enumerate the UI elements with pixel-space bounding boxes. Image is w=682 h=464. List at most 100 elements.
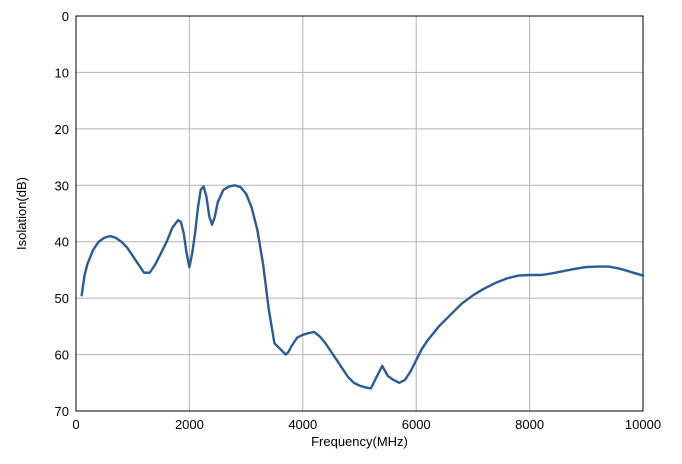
- plot-frame: [75, 15, 644, 412]
- data-point: [217, 201, 219, 203]
- data-point: [330, 351, 332, 353]
- data-point: [183, 232, 185, 234]
- data-point: [109, 235, 111, 237]
- data-point: [472, 294, 474, 296]
- data-point: [256, 229, 259, 232]
- data-point: [404, 379, 406, 381]
- data-point: [234, 184, 236, 186]
- data-point: [540, 274, 542, 276]
- data-point: [387, 375, 389, 377]
- data-point: [86, 263, 88, 265]
- data-point: [563, 270, 565, 272]
- data-point: [409, 370, 412, 373]
- data-point: [517, 274, 519, 277]
- x-tick-label: 8000: [515, 417, 544, 432]
- x-tick-label: 0: [72, 417, 79, 432]
- grid: [76, 16, 643, 411]
- data-point: [302, 334, 304, 336]
- data-point: [279, 348, 281, 350]
- y-tick-label: 30: [55, 178, 69, 193]
- data-point: [194, 232, 196, 234]
- data-point: [132, 255, 134, 257]
- data-point: [290, 345, 293, 347]
- y-tick-label: 0: [62, 9, 69, 24]
- y-tick-label: 40: [55, 235, 69, 250]
- data-point: [574, 268, 576, 270]
- data-point: [115, 237, 117, 239]
- data-point: [191, 252, 193, 254]
- data-point: [619, 268, 621, 270]
- data-point: [392, 379, 395, 381]
- data-point: [358, 385, 361, 387]
- data-point: [319, 335, 321, 338]
- data-point: [208, 215, 210, 217]
- data-point: [103, 237, 105, 239]
- data-point: [426, 339, 429, 342]
- series-layer: [80, 184, 645, 390]
- data-point: [460, 303, 463, 305]
- data-point: [370, 387, 372, 390]
- data-point: [149, 272, 151, 274]
- data-point: [506, 277, 508, 279]
- data-point: [364, 386, 366, 388]
- y-tick-labels: 0 10 20 30 40 50 60 70: [55, 9, 69, 419]
- y-tick-label: 10: [55, 65, 69, 80]
- data-point: [353, 382, 355, 384]
- data-point: [166, 241, 168, 243]
- data-point: [120, 241, 122, 243]
- data-point: [239, 186, 242, 188]
- data-point: [438, 325, 440, 327]
- data-point: [188, 266, 190, 268]
- data-point: [381, 365, 383, 367]
- data-point: [180, 221, 182, 223]
- data-point: [81, 294, 83, 296]
- data-point: [268, 308, 270, 311]
- data-point: [200, 189, 202, 191]
- data-point: [336, 359, 338, 361]
- data-point: [262, 263, 264, 265]
- y-tick-label: 60: [55, 348, 69, 363]
- data-point: [449, 314, 451, 316]
- data-point: [551, 272, 553, 274]
- data-point: [398, 382, 400, 384]
- data-point: [137, 263, 139, 265]
- data-point: [296, 337, 298, 339]
- y-tick-label: 20: [55, 122, 69, 137]
- data-point: [154, 263, 156, 265]
- data-point: [245, 193, 247, 195]
- data-point: [251, 207, 253, 209]
- data-point: [171, 227, 173, 229]
- y-axis-label: Isolation(dB): [14, 177, 29, 250]
- data-point: [324, 342, 327, 344]
- data-point: [143, 272, 145, 274]
- y-tick-label: 70: [55, 404, 69, 419]
- data-point: [185, 252, 188, 254]
- y-tick-label: 50: [55, 291, 69, 306]
- data-point: [160, 252, 162, 254]
- x-tick-label: 10000: [625, 417, 661, 432]
- data-point: [83, 274, 86, 277]
- data-point: [205, 195, 208, 198]
- data-point: [375, 376, 378, 378]
- data-point: [494, 282, 497, 284]
- data-point: [631, 271, 633, 273]
- data-point: [177, 219, 179, 221]
- x-tick-labels: 0 2000 4000 6000 8000 10000: [72, 417, 661, 432]
- data-point: [222, 189, 225, 191]
- data-point: [642, 274, 644, 277]
- data-point: [585, 266, 587, 268]
- data-point: [608, 265, 610, 268]
- data-point: [341, 368, 344, 370]
- data-point: [228, 185, 230, 188]
- data-point: [307, 332, 310, 334]
- data-point: [483, 287, 485, 290]
- data-point: [415, 359, 417, 361]
- data-point: [285, 353, 287, 356]
- data-point: [214, 215, 216, 217]
- x-tick-label: 2000: [175, 417, 204, 432]
- data-point: [202, 185, 205, 188]
- x-tick-label: 6000: [402, 417, 431, 432]
- data-point: [313, 331, 315, 333]
